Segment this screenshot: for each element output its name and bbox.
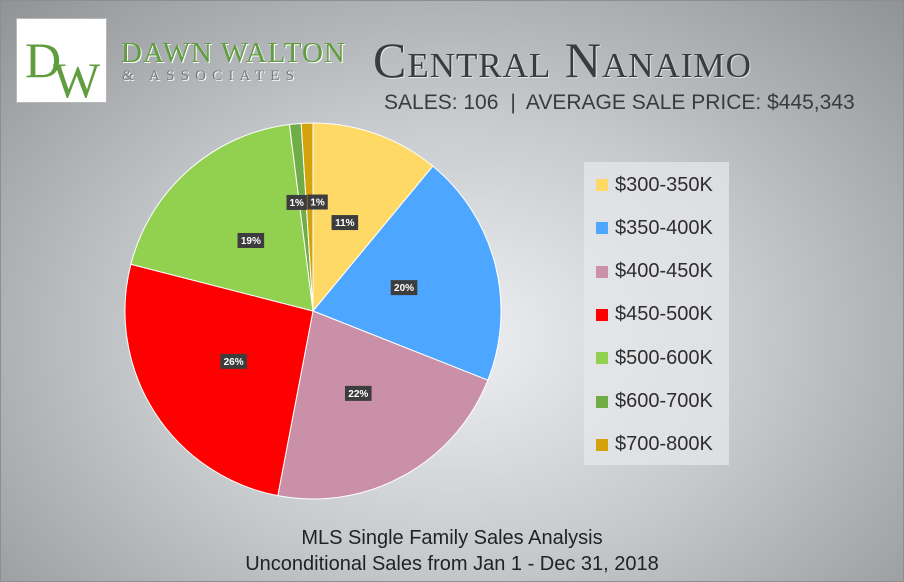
pie-slice-350-400k	[312, 165, 502, 381]
legend-item-500-600k: $500-600K	[596, 347, 713, 369]
legend-swatch	[596, 265, 608, 278]
legend-swatch	[596, 179, 608, 191]
legend-swatch	[596, 395, 608, 408]
legend-label: $700-800K	[615, 433, 713, 456]
slice-label-bg	[307, 194, 328, 210]
slice-label-text: 20%	[394, 283, 414, 294]
chart-title: Central Nanaimo	[373, 32, 752, 88]
brand-subtitle: & ASSOCIATES	[122, 68, 301, 84]
sales-count: SALES: 106	[384, 91, 499, 114]
average-sale-price: AVERAGE SALE PRICE: $445,343	[525, 91, 855, 114]
slice-label-bg	[390, 280, 418, 296]
pie-slice-400-450k	[277, 310, 489, 500]
pie-slice-500-600k	[130, 123, 314, 312]
slice-label-700-800k: 1%	[307, 194, 328, 210]
pie-slice-300-350k	[312, 122, 434, 313]
legend-label: $350-400K	[615, 216, 713, 239]
legend-swatch	[596, 308, 608, 321]
stats-separator: |	[510, 91, 516, 114]
slice-label-bg	[220, 353, 247, 369]
legend-item-450-500k: $450-500K	[596, 303, 713, 326]
pie-chart: 11% 20% 22% 26% 19% 1% 1%	[124, 122, 502, 500]
chart-legend: $300-350K $350-400K $400-450K $450-500K $500…	[584, 162, 729, 465]
legend-item-350-400k: $350-400K	[596, 217, 713, 239]
slice-label-bg	[286, 194, 307, 210]
slice-label-600-700k: 1%	[286, 194, 307, 210]
slice-label-500-600k: 19%	[237, 232, 265, 248]
legend-label: $600-700K	[615, 390, 713, 412]
legend-label: $500-600K	[615, 346, 713, 369]
slice-label-text: 22%	[348, 389, 368, 400]
footer-line-1: MLS Single Family Sales Analysis	[301, 527, 603, 549]
legend-swatch	[596, 222, 608, 235]
legend-item-600-700k: $600-700K	[596, 390, 713, 413]
slice-label-text: 26%	[224, 357, 244, 368]
slice-label-text: 19%	[241, 236, 261, 247]
footer-line-2: Unconditional Sales from Jan 1 - Dec 31,…	[245, 553, 659, 575]
svg-text:W: W	[53, 52, 101, 102]
slice-label-300-350k: 11%	[331, 215, 359, 231]
legend-label: $450-500K	[615, 303, 713, 326]
slice-label-bg	[237, 232, 265, 248]
brand-logo: D W	[16, 18, 107, 103]
slice-label-text: 11%	[335, 218, 355, 229]
slice-label-bg	[344, 385, 372, 401]
chart-footer: MLS Single Family Sales Analysis Uncondi…	[1, 525, 903, 577]
pie-slice-450-500k	[124, 263, 314, 497]
legend-label: $400-450K	[615, 260, 713, 283]
slice-label-450-500k: 26%	[220, 353, 247, 369]
legend-label: $300-350K	[615, 173, 713, 196]
slice-label-bg	[331, 215, 359, 231]
legend-item-400-450k: $400-450K	[596, 260, 713, 283]
slice-label-350-400k: 20%	[390, 280, 418, 296]
legend-item-700-800k: $700-800K	[596, 433, 713, 456]
dw-monogram-icon: D W	[25, 32, 101, 102]
slice-label-text: 1%	[290, 198, 305, 209]
svg-text:D: D	[25, 32, 61, 88]
sales-stats: SALES: 106 | AVERAGE SALE PRICE: $445,343	[384, 91, 855, 115]
pie-slice-700-800k	[300, 122, 314, 312]
legend-swatch	[596, 438, 608, 451]
slice-label-text: 1%	[310, 198, 325, 209]
legend-item-300-350k: $300-350K	[596, 174, 713, 196]
legend-swatch	[596, 352, 608, 365]
slice-label-400-450k: 22%	[344, 385, 372, 401]
brand-name: DAWN WALTON	[121, 37, 346, 69]
